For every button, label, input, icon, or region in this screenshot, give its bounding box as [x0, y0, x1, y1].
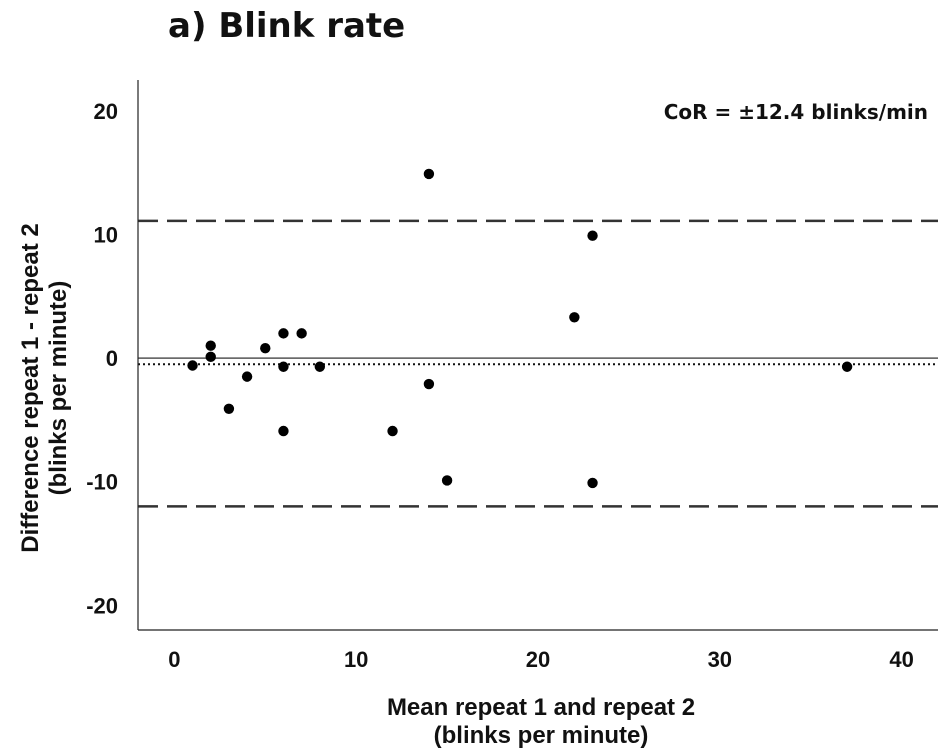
y-axis-label-line-2: (blinks per minute) — [45, 281, 72, 496]
data-point — [278, 361, 289, 372]
axes — [137, 80, 938, 631]
y-tick-label: -10 — [86, 470, 118, 495]
x-tick-label: 30 — [708, 647, 732, 672]
x-tick-label: 20 — [526, 647, 550, 672]
data-point — [587, 477, 598, 489]
y-tick-label: -20 — [86, 593, 118, 618]
x-axis-label-line-1: Mean repeat 1 and repeat 2 — [387, 694, 695, 721]
data-point — [569, 312, 580, 323]
data-point — [278, 328, 289, 339]
cor-annotation: CoR = ±12.4 blinks/min — [664, 100, 928, 124]
data-point — [441, 475, 453, 486]
x-tick-label: 10 — [344, 647, 368, 672]
y-axis-label: Difference repeat 1 - repeat 2 (blinks p… — [17, 223, 72, 552]
data-points — [187, 168, 853, 489]
y-axis-label-line-1: Difference repeat 1 - repeat 2 — [17, 223, 44, 552]
data-point — [296, 328, 307, 339]
y-tick-labels: -20 -10 0 10 20 — [86, 99, 118, 618]
data-point — [387, 425, 398, 437]
data-point — [423, 378, 435, 390]
data-point — [205, 351, 216, 363]
data-point — [205, 340, 216, 351]
x-tick-label: 40 — [889, 647, 913, 672]
x-tick-labels: 0 10 20 30 40 — [168, 647, 914, 672]
data-point — [260, 343, 271, 354]
data-point — [187, 360, 198, 371]
data-point — [278, 425, 289, 437]
data-point — [314, 361, 326, 372]
x-tick-label: 0 — [168, 647, 180, 672]
y-tick-label: 20 — [94, 99, 118, 124]
y-tick-label: 0 — [106, 346, 118, 371]
y-tick-label: 10 — [94, 222, 118, 247]
reference-lines — [138, 219, 938, 508]
x-axis-label-line-2: (blinks per minute) — [434, 722, 649, 749]
data-point — [841, 361, 853, 372]
data-point — [587, 230, 598, 241]
data-point — [241, 371, 253, 382]
data-point — [223, 403, 235, 414]
data-point — [423, 168, 435, 180]
chart-title: a) Blink rate — [168, 6, 406, 46]
